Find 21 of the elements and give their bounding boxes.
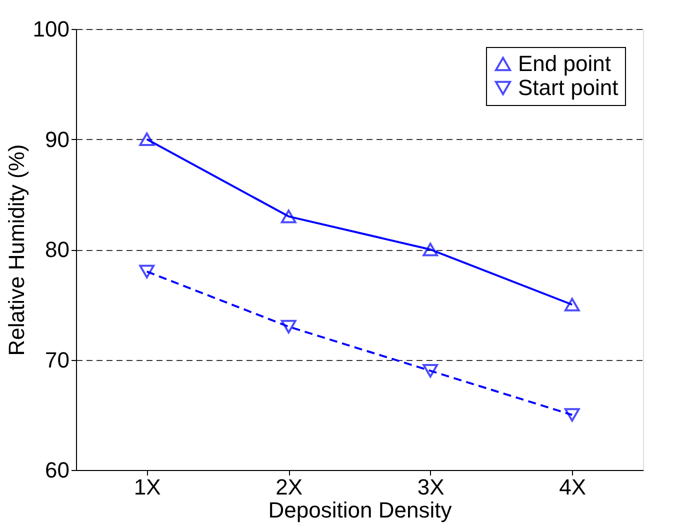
- x-tick-label: 4X: [559, 474, 586, 500]
- legend-label: Start point: [518, 75, 618, 100]
- x-axis-title: Deposition Density: [268, 498, 452, 522]
- x-tick-label: 2X: [276, 474, 303, 500]
- legend-label: End point: [518, 51, 611, 76]
- point: [564, 408, 580, 422]
- y-axis-title: Relative Humidity (%): [4, 144, 29, 356]
- point: [564, 298, 580, 312]
- y-tick-label: 90: [45, 126, 70, 152]
- point: [139, 264, 155, 278]
- point: [422, 242, 438, 256]
- y-tick-label: 80: [45, 237, 70, 262]
- point: [422, 364, 438, 378]
- point: [139, 132, 155, 146]
- x-tick-label: 1X: [134, 474, 162, 500]
- point: [280, 320, 296, 334]
- y-tick-label: 70: [45, 347, 70, 372]
- point: [280, 210, 296, 224]
- x-tick-label: 3X: [417, 474, 445, 500]
- y-tick-label: 100: [32, 16, 70, 42]
- y-tick-label: 60: [45, 458, 70, 482]
